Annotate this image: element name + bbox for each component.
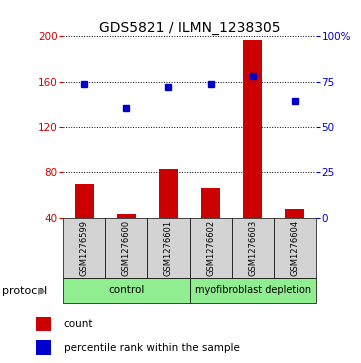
Text: ▶: ▶ xyxy=(38,286,45,296)
Bar xyxy=(63,278,190,303)
Text: protocol: protocol xyxy=(2,286,47,296)
Bar xyxy=(75,184,94,218)
Bar xyxy=(159,169,178,218)
Text: control: control xyxy=(108,285,144,295)
Text: GSM1276602: GSM1276602 xyxy=(206,220,215,276)
Bar xyxy=(274,218,316,278)
Bar xyxy=(63,218,105,278)
Text: GSM1276604: GSM1276604 xyxy=(290,220,299,276)
Bar xyxy=(36,317,52,331)
Text: GSM1276599: GSM1276599 xyxy=(80,220,89,276)
Bar xyxy=(117,215,136,218)
Text: myofibroblast depletion: myofibroblast depletion xyxy=(195,285,311,295)
Bar xyxy=(232,218,274,278)
Text: count: count xyxy=(64,319,93,329)
Bar xyxy=(285,209,304,218)
Text: GSM1276600: GSM1276600 xyxy=(122,220,131,276)
Text: GSM1276601: GSM1276601 xyxy=(164,220,173,276)
Bar xyxy=(201,188,220,218)
Bar xyxy=(147,218,190,278)
Title: GDS5821 / ILMN_1238305: GDS5821 / ILMN_1238305 xyxy=(99,21,280,35)
Bar xyxy=(36,340,52,355)
Text: GSM1276603: GSM1276603 xyxy=(248,220,257,276)
Text: percentile rank within the sample: percentile rank within the sample xyxy=(64,343,240,352)
Bar xyxy=(190,278,316,303)
Bar xyxy=(190,218,232,278)
Bar xyxy=(105,218,147,278)
Bar xyxy=(243,40,262,218)
